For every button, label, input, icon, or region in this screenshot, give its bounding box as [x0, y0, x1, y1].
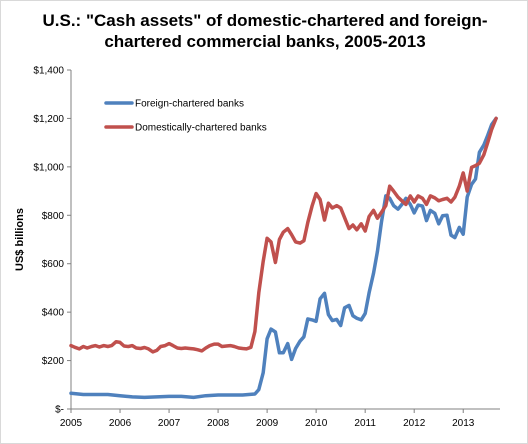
y-tick-label: $800: [42, 211, 65, 222]
y-tick-label: $1,200: [33, 114, 64, 125]
y-tick-label: $1,400: [33, 66, 64, 77]
y-tick-label: $400: [42, 308, 65, 319]
legend-label: Foreign-chartered banks: [135, 99, 244, 110]
chart-title: U.S.: "Cash assets" of domestic-chartere…: [42, 11, 488, 51]
y-tick-label: $600: [42, 259, 65, 270]
y-tick-label: $1,000: [33, 162, 64, 173]
x-tick-label: 2006: [109, 418, 132, 429]
x-tick-label: 2012: [403, 418, 426, 429]
y-axis-label: US$ billions: [14, 208, 26, 271]
y-tick-label: $-: [55, 405, 64, 416]
x-tick-label: 2011: [354, 418, 376, 429]
x-tick-label: 2005: [60, 418, 83, 429]
x-tick-label: 2007: [158, 418, 181, 429]
y-tick-label: $200: [42, 356, 65, 367]
legend-label: Domestically-chartered banks: [135, 123, 267, 134]
x-tick-label: 2013: [452, 418, 475, 429]
x-tick-label: 2009: [256, 418, 279, 429]
x-tick-label: 2008: [207, 418, 230, 429]
series-line-foreign: [69, 116, 498, 400]
series-line-domestic: [69, 116, 498, 354]
x-tick-label: 2010: [305, 418, 328, 429]
